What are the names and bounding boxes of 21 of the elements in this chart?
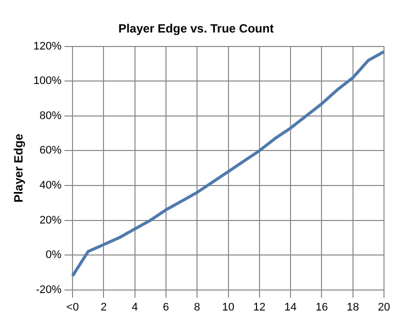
x-tick-label: 16 xyxy=(316,301,328,314)
y-tick-label: 20% xyxy=(40,214,62,226)
y-tick-label: 0% xyxy=(46,249,62,262)
y-tick-label: 120% xyxy=(33,40,62,52)
y-tick-label: 80% xyxy=(40,110,62,122)
y-tick-label: 40% xyxy=(40,180,62,192)
y-tick-label: 60% xyxy=(40,144,62,157)
x-tick-label: 2 xyxy=(100,301,107,314)
x-tick-label: 18 xyxy=(346,301,359,314)
x-tick-label: 6 xyxy=(162,301,170,314)
x-tick-label: 14 xyxy=(284,301,297,314)
x-tick-label: 20 xyxy=(378,301,390,314)
y-tick-label: -20% xyxy=(36,284,62,296)
x-tick-label: 8 xyxy=(194,301,200,314)
x-tick-label: 12 xyxy=(253,301,266,314)
x-tick-label: 4 xyxy=(132,301,138,314)
chart-title: Player Edge vs. True Count xyxy=(118,22,274,36)
x-tick-label: 10 xyxy=(222,301,234,314)
x-tick-label: <0 xyxy=(66,301,79,314)
y-axis-title: Player Edge xyxy=(12,133,26,202)
y-tick-label: 100% xyxy=(33,75,62,88)
